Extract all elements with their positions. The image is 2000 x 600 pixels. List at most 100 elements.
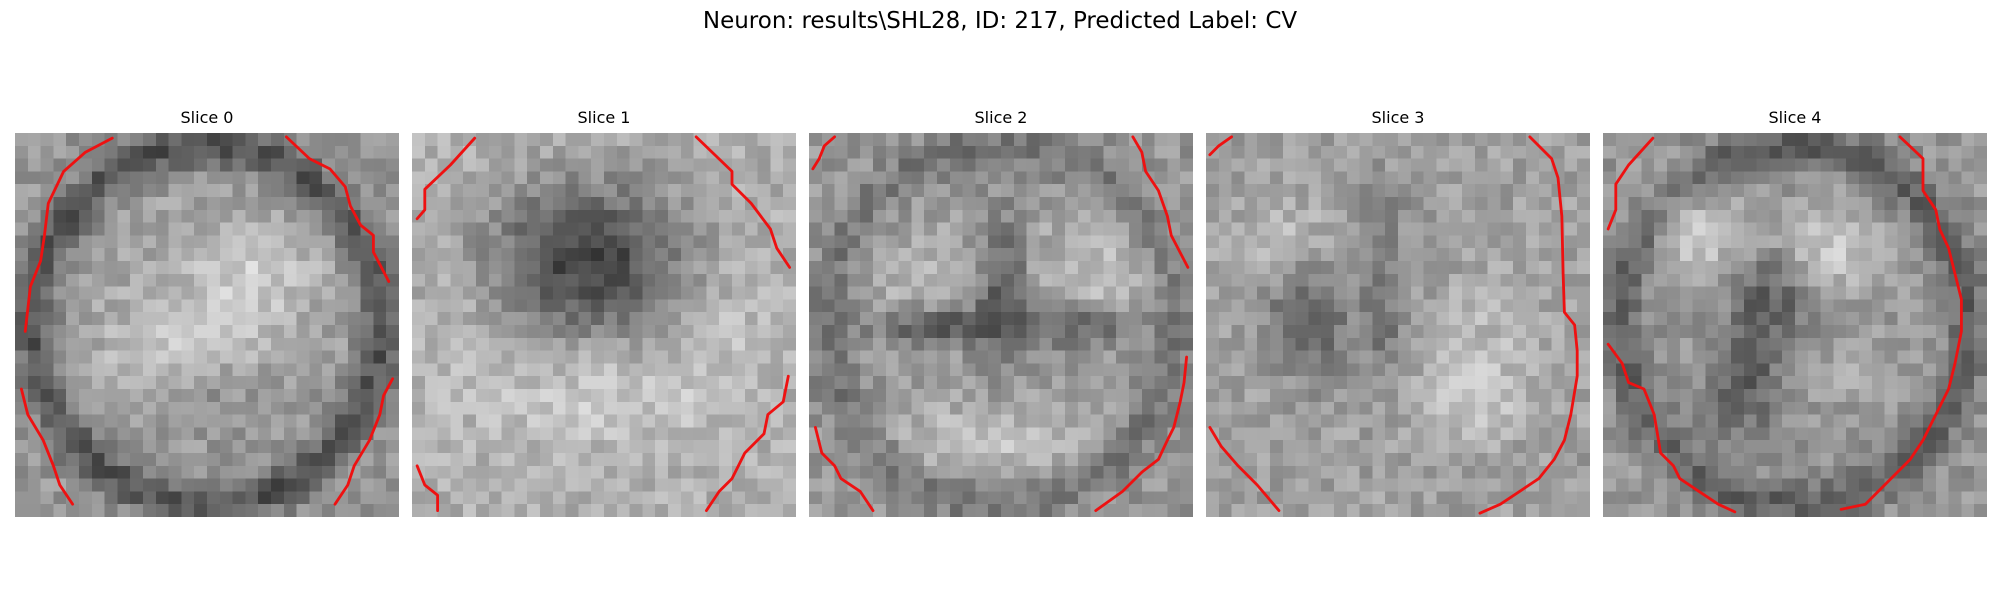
pixel — [642, 504, 655, 517]
pixel — [668, 171, 681, 184]
pixel — [822, 479, 835, 492]
pixel — [322, 146, 335, 159]
pixel — [1411, 248, 1424, 261]
pixel — [1206, 479, 1219, 492]
pixel — [668, 479, 681, 492]
pixel — [169, 223, 182, 236]
pixel — [1372, 184, 1385, 197]
pixel — [348, 171, 361, 184]
pixel — [668, 491, 681, 504]
pixel — [1513, 299, 1526, 312]
pixel — [822, 504, 835, 517]
pixel — [117, 274, 130, 287]
pixel — [1552, 133, 1565, 146]
pixel — [53, 287, 66, 300]
pixel — [873, 197, 886, 210]
pixel — [553, 427, 566, 440]
pixel — [566, 453, 579, 466]
pixel — [1424, 376, 1437, 389]
pixel — [847, 299, 860, 312]
pixel — [412, 223, 425, 236]
pixel — [1308, 479, 1321, 492]
pixel — [335, 466, 348, 479]
pixel — [1257, 197, 1270, 210]
pixel — [92, 466, 105, 479]
pixel — [527, 223, 540, 236]
pixel — [1577, 363, 1590, 376]
pixel — [117, 210, 130, 223]
pixel — [79, 235, 92, 248]
pixel — [1065, 466, 1078, 479]
pixel — [181, 312, 194, 325]
pixel — [1910, 248, 1923, 261]
pixel — [1974, 389, 1987, 402]
pixel — [1244, 197, 1257, 210]
pixel — [1680, 415, 1693, 428]
pixel — [1244, 363, 1257, 376]
pixel — [1513, 210, 1526, 223]
pixel — [1731, 363, 1744, 376]
pixel — [373, 325, 386, 338]
pixel — [1206, 235, 1219, 248]
pixel — [1782, 376, 1795, 389]
pixel — [553, 287, 566, 300]
pixel — [835, 287, 848, 300]
pixel — [1795, 427, 1808, 440]
pixel — [630, 184, 643, 197]
pixel — [1065, 210, 1078, 223]
pixel — [527, 312, 540, 325]
pixel — [617, 389, 630, 402]
pixel — [578, 299, 591, 312]
pixel — [1180, 440, 1193, 453]
pixel — [553, 197, 566, 210]
pixel — [1129, 325, 1142, 338]
pixel — [1693, 248, 1706, 261]
pixel — [1001, 312, 1014, 325]
pixel — [1513, 415, 1526, 428]
pixel — [1859, 453, 1872, 466]
pixel — [1449, 325, 1462, 338]
pixel — [1846, 159, 1859, 172]
pixel — [489, 402, 502, 415]
pixel — [1552, 466, 1565, 479]
pixel — [271, 325, 284, 338]
pixel — [540, 363, 553, 376]
pixel — [412, 415, 425, 428]
pixel — [835, 427, 848, 440]
pixel — [271, 363, 284, 376]
pixel — [1821, 491, 1834, 504]
pixel — [233, 274, 246, 287]
pixel — [1078, 363, 1091, 376]
pixel — [105, 261, 118, 274]
pixel — [514, 312, 527, 325]
pixel — [591, 146, 604, 159]
pixel — [143, 171, 156, 184]
pixel — [463, 171, 476, 184]
pixel — [425, 466, 438, 479]
pixel — [514, 261, 527, 274]
pixel — [540, 325, 553, 338]
pixel — [911, 312, 924, 325]
pixel — [988, 287, 1001, 300]
pixel — [1872, 427, 1885, 440]
pixel — [886, 133, 899, 146]
pixel — [156, 338, 169, 351]
pixel — [847, 223, 860, 236]
pixel — [1488, 248, 1501, 261]
pixel — [1795, 440, 1808, 453]
pixel — [1411, 427, 1424, 440]
pixel — [604, 299, 617, 312]
pixel — [1065, 184, 1078, 197]
pixel — [297, 402, 310, 415]
pixel — [1257, 312, 1270, 325]
pixel — [975, 440, 988, 453]
pixel — [143, 299, 156, 312]
pixel — [92, 363, 105, 376]
pixel — [1936, 312, 1949, 325]
pixel — [425, 376, 438, 389]
pixel — [143, 223, 156, 236]
pixel — [1257, 351, 1270, 364]
pixel — [245, 415, 258, 428]
pixel — [361, 415, 374, 428]
pixel — [822, 248, 835, 261]
